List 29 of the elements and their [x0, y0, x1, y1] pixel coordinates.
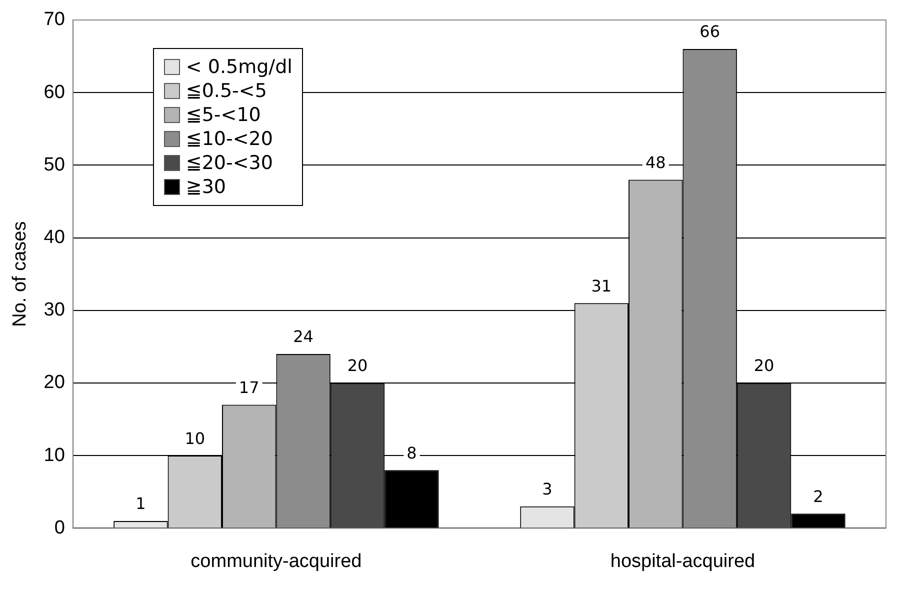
data-label: 20	[754, 356, 774, 376]
legend-label: ≦10-<20	[186, 127, 273, 151]
y-tick-label: 10	[44, 444, 65, 466]
data-label: 2	[813, 486, 824, 506]
y-axis-title: No. of cases	[10, 221, 31, 327]
data-label: 8	[406, 443, 417, 462]
legend-label: ≦0.5-<5	[186, 79, 267, 103]
data-label: 66	[700, 22, 720, 42]
y-tick-label: 40	[44, 227, 65, 248]
legend-label: ≦20-<30	[186, 151, 273, 175]
legend-label: < 0.5mg/dl	[186, 55, 292, 79]
data-label: 1	[136, 494, 146, 514]
y-tick-label: 70	[44, 9, 65, 30]
y-tick-label: 30	[44, 300, 65, 321]
data-label: 31	[591, 276, 612, 296]
data-label: 48	[645, 152, 666, 172]
y-tick-label: 20	[44, 372, 65, 394]
x-tick-label: hospital-acquired	[610, 550, 756, 572]
legend-label: ≧30	[186, 175, 226, 199]
y-tick-label: 60	[44, 82, 65, 103]
x-tick-label: community-acquired	[190, 550, 362, 572]
data-label: 17	[238, 378, 260, 397]
y-tick-label: 0	[54, 517, 65, 538]
data-label: 10	[184, 428, 206, 448]
data-label: 24	[293, 327, 314, 346]
y-tick-label: 50	[44, 154, 65, 176]
data-label: 3	[542, 480, 552, 499]
legend-label: ≦5-<10	[186, 103, 261, 127]
data-label: 20	[347, 356, 368, 376]
